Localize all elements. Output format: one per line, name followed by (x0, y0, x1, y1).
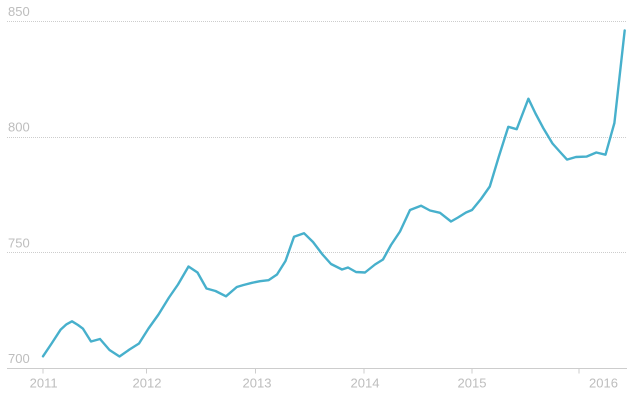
svg-text:850: 850 (8, 4, 30, 19)
svg-text:700: 700 (8, 351, 30, 366)
svg-text:2012: 2012 (133, 376, 162, 391)
svg-text:2016: 2016 (589, 376, 618, 391)
svg-text:2014: 2014 (351, 376, 380, 391)
svg-text:2015: 2015 (458, 376, 487, 391)
svg-text:800: 800 (8, 120, 30, 135)
svg-text:750: 750 (8, 236, 30, 251)
svg-text:2013: 2013 (243, 376, 272, 391)
svg-text:2011: 2011 (30, 376, 58, 391)
